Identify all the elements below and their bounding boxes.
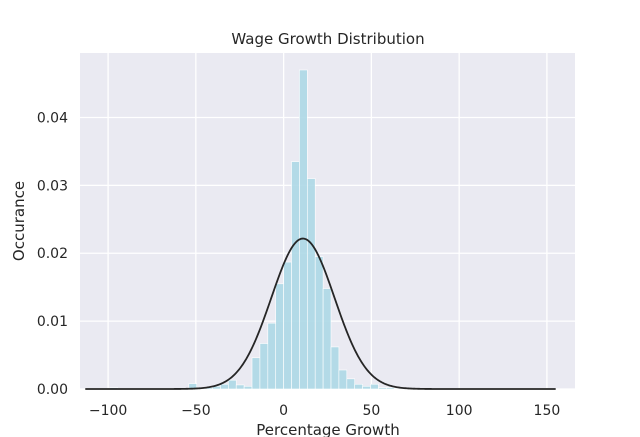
grid-lines [80,53,575,390]
histogram-bar [267,322,277,390]
histogram-bar [251,357,261,390]
chart-title: Wage Growth Distribution [231,30,424,48]
histogram-bar [378,387,387,390]
x-tick-label: 100 [446,403,473,419]
histogram-bar [354,383,363,390]
histogram-bar [291,161,300,390]
histogram-bar [330,346,340,390]
histogram-bar [322,288,332,390]
histogram-bar [314,256,324,390]
x-tick-label: 150 [534,403,561,419]
x-tick-label: −50 [181,403,211,419]
histogram-bar [307,178,316,390]
y-axis-label: Occurance [10,181,28,261]
y-tick-label: 0.04 [37,110,68,126]
histogram-bar [235,384,245,390]
x-axis-label: Percentage Growth [256,421,399,437]
histogram-bar [346,378,356,390]
normal-fit-curve [85,237,556,390]
x-tick-label: 0 [279,403,288,419]
histogram-bar [283,261,292,390]
histogram-bar [228,379,237,390]
histogram-bar [299,69,308,390]
y-tick-label: 0.01 [37,314,68,330]
y-tick-label: 0.02 [37,246,68,262]
y-axis-ticks: 0.00 0.01 0.02 0.03 0.04 [37,110,68,398]
histogram-bar [259,343,269,390]
y-tick-label: 0.03 [37,178,68,194]
histogram-bar [362,385,371,390]
histogram-bar [220,383,229,390]
x-tick-label: −100 [89,403,127,419]
histogram-bar [275,283,284,390]
histogram-bar [338,369,348,390]
histogram-bar [370,383,379,390]
histogram-bar [386,387,395,390]
histogram-bar [243,385,253,390]
x-tick-label: 50 [362,403,380,419]
x-axis-ticks: −100 −50 0 50 100 150 [89,403,560,419]
y-tick-label: 0.00 [37,382,68,398]
